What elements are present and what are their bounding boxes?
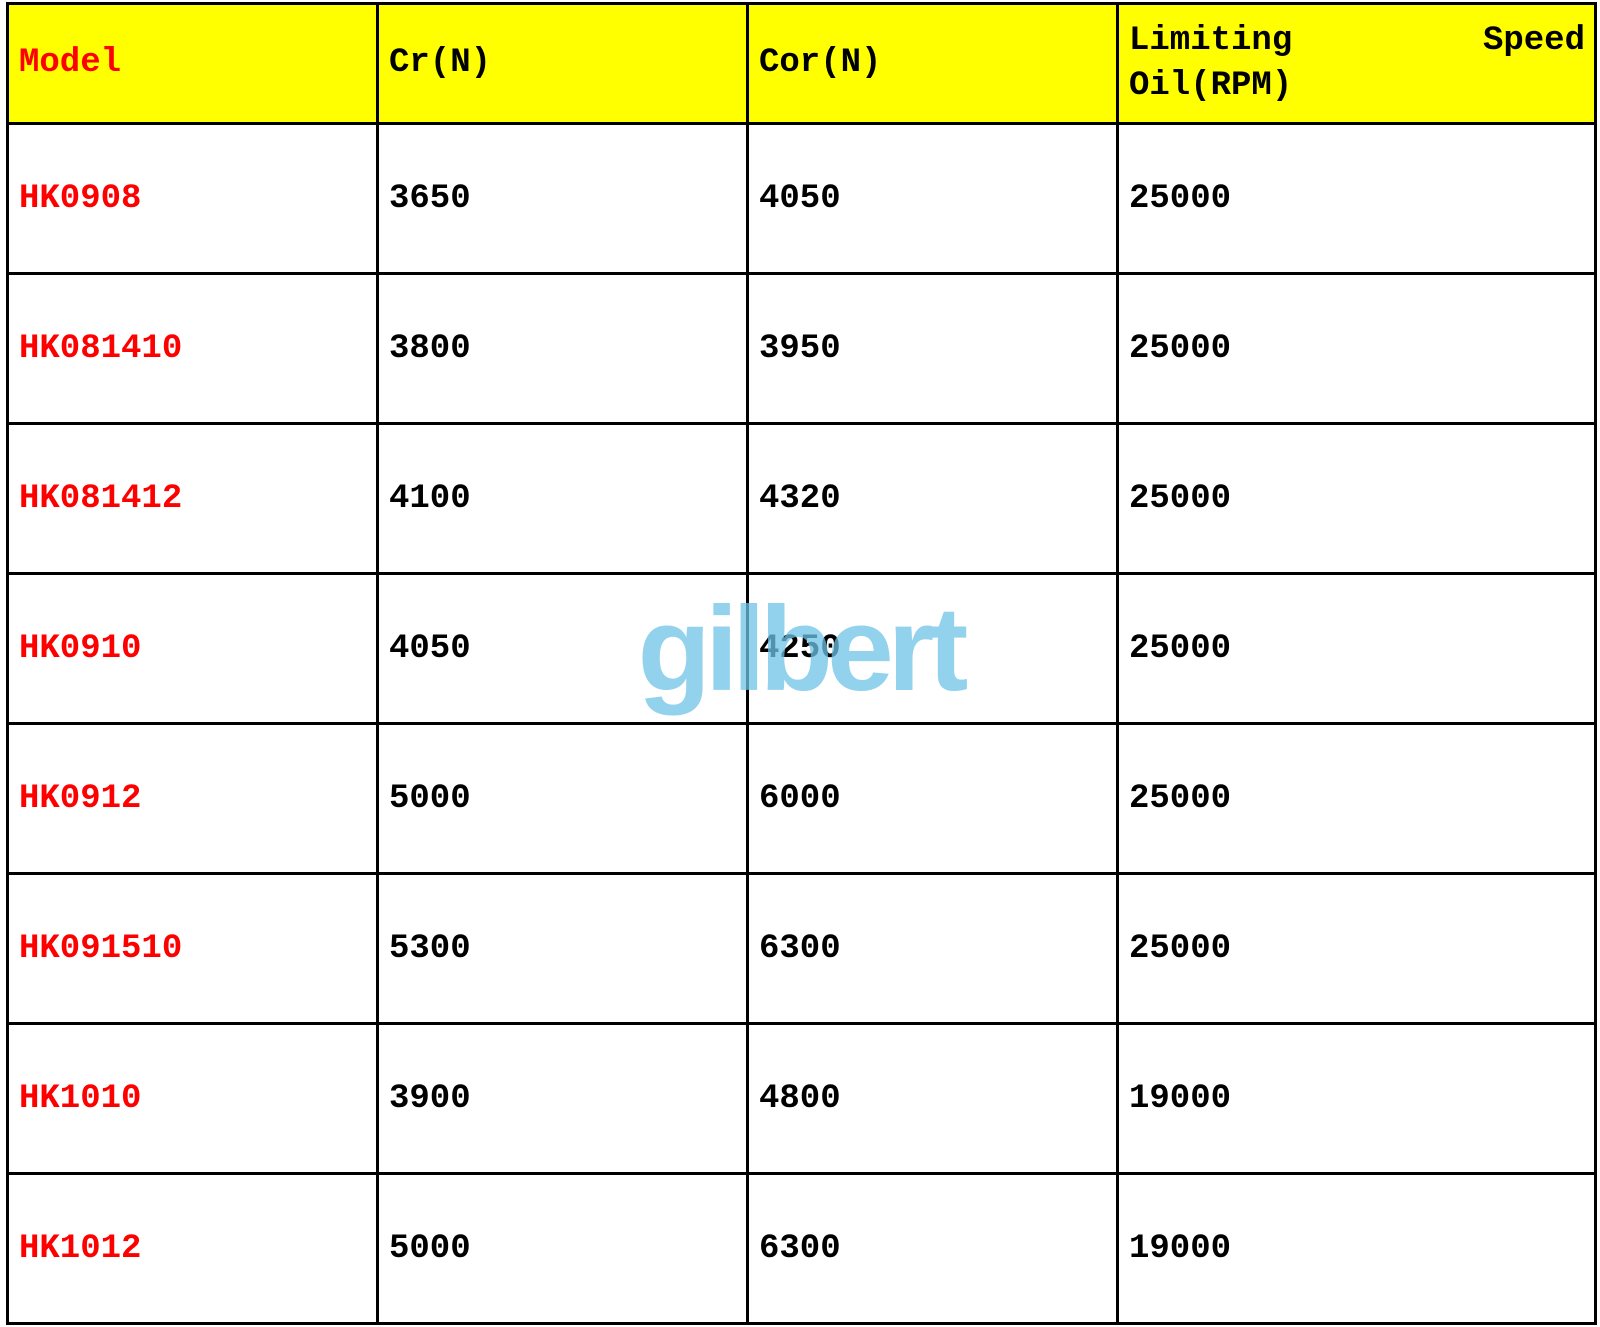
cell-limiting-speed: 25000	[1118, 724, 1596, 874]
table-body: HK09083650405025000HK0814103800395025000…	[8, 124, 1596, 1324]
cell-cor: 3950	[748, 274, 1118, 424]
cell-cr: 4050	[378, 574, 748, 724]
cell-cor: 4050	[748, 124, 1118, 274]
cell-limiting-speed: 25000	[1118, 874, 1596, 1024]
cell-cr: 5300	[378, 874, 748, 1024]
header-limiting-right: Speed	[1483, 19, 1585, 63]
cell-limiting-speed: 25000	[1118, 124, 1596, 274]
cell-cr: 4100	[378, 424, 748, 574]
header-limiting-left: Limiting	[1129, 19, 1292, 63]
cell-model: HK091510	[8, 874, 378, 1024]
cell-model: HK1010	[8, 1024, 378, 1174]
cell-cor: 4320	[748, 424, 1118, 574]
cell-limiting-speed: 25000	[1118, 424, 1596, 574]
table-row: HK09125000600025000	[8, 724, 1596, 874]
bearing-specs-table: Model Cr(N) Cor(N) Limiting Speed Oil(RP…	[6, 2, 1597, 1325]
table-header-row: Model Cr(N) Cor(N) Limiting Speed Oil(RP…	[8, 4, 1596, 124]
cell-cor: 6300	[748, 1174, 1118, 1324]
table-row: HK0814103800395025000	[8, 274, 1596, 424]
cell-cr: 5000	[378, 724, 748, 874]
table-row: HK0814124100432025000	[8, 424, 1596, 574]
cell-limiting-speed: 25000	[1118, 574, 1596, 724]
cell-model: HK0908	[8, 124, 378, 274]
cell-cor: 4250	[748, 574, 1118, 724]
table-row: HK10125000630019000	[8, 1174, 1596, 1324]
cell-model: HK081412	[8, 424, 378, 574]
header-limiting-line2: Oil(RPM)	[1129, 64, 1593, 108]
cell-model: HK081410	[8, 274, 378, 424]
header-model: Model	[8, 4, 378, 124]
cell-model: HK0910	[8, 574, 378, 724]
cell-limiting-speed: 19000	[1118, 1024, 1596, 1174]
cell-cor: 6000	[748, 724, 1118, 874]
cell-cr: 3900	[378, 1024, 748, 1174]
table-row: HK09104050425025000	[8, 574, 1596, 724]
table-row: HK0915105300630025000	[8, 874, 1596, 1024]
cell-cr: 5000	[378, 1174, 748, 1324]
header-cor: Cor(N)	[748, 4, 1118, 124]
header-cr: Cr(N)	[378, 4, 748, 124]
cell-limiting-speed: 19000	[1118, 1174, 1596, 1324]
cell-cor: 4800	[748, 1024, 1118, 1174]
cell-cr: 3800	[378, 274, 748, 424]
cell-model: HK1012	[8, 1174, 378, 1324]
table-row: HK09083650405025000	[8, 124, 1596, 274]
cell-cr: 3650	[378, 124, 748, 274]
table-row: HK10103900480019000	[8, 1024, 1596, 1174]
cell-cor: 6300	[748, 874, 1118, 1024]
cell-limiting-speed: 25000	[1118, 274, 1596, 424]
header-limiting-speed: Limiting Speed Oil(RPM)	[1118, 4, 1596, 124]
cell-model: HK0912	[8, 724, 378, 874]
